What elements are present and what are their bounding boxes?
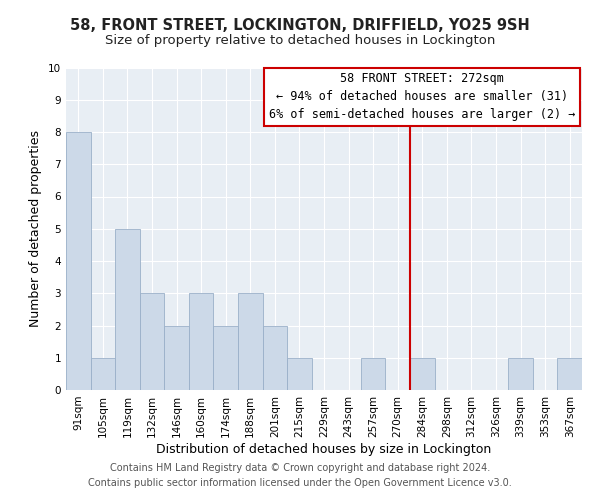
Bar (361, 358, 385, 390)
Bar (557, 358, 582, 390)
Bar (508, 358, 533, 390)
Bar (238, 293, 263, 390)
Text: 58 FRONT STREET: 272sqm
← 94% of detached houses are smaller (31)
6% of semi-det: 58 FRONT STREET: 272sqm ← 94% of detache… (269, 72, 575, 122)
Bar (214, 326, 238, 390)
Y-axis label: Number of detached properties: Number of detached properties (29, 130, 43, 327)
Text: Contains HM Land Registry data © Crown copyright and database right 2024.
Contai: Contains HM Land Registry data © Crown c… (88, 462, 512, 487)
Bar (164, 326, 189, 390)
Bar (66, 132, 91, 390)
Bar (189, 293, 214, 390)
X-axis label: Distribution of detached houses by size in Lockington: Distribution of detached houses by size … (157, 442, 491, 456)
Bar (91, 358, 115, 390)
Bar (287, 358, 312, 390)
Bar (140, 293, 164, 390)
Text: 58, FRONT STREET, LOCKINGTON, DRIFFIELD, YO25 9SH: 58, FRONT STREET, LOCKINGTON, DRIFFIELD,… (70, 18, 530, 32)
Bar (410, 358, 434, 390)
Bar (115, 229, 140, 390)
Text: Size of property relative to detached houses in Lockington: Size of property relative to detached ho… (105, 34, 495, 47)
Bar (263, 326, 287, 390)
